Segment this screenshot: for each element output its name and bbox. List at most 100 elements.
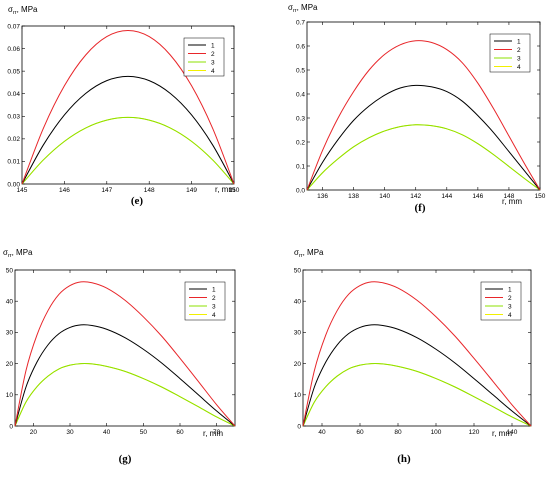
x-axis-label: r, mm — [502, 197, 522, 206]
x-tick-label: 70 — [213, 429, 221, 436]
x-tick-label: 150 — [535, 193, 546, 200]
legend-box — [489, 33, 531, 73]
y-tick-label: 0.6 — [296, 43, 305, 50]
panel-label: (h) — [397, 453, 411, 465]
plot-frame — [21, 25, 235, 185]
panel-label: (f) — [415, 202, 426, 214]
panel-label: (g) — [119, 453, 132, 465]
series-line-4 — [302, 362, 532, 427]
legend-box — [480, 281, 522, 321]
x-tick-label: 100 — [431, 429, 442, 436]
legend-label: 2 — [508, 295, 512, 302]
legend-box — [184, 281, 226, 321]
y-tick-label: 20 — [294, 361, 302, 368]
panel-label: (e) — [131, 195, 144, 207]
chart-panel-4: 40 60 80 100 120 140 0 10 20 30 40 50 1 23 4 σrr, MPa r,… — [294, 248, 532, 465]
y-tick-label: 40 — [6, 299, 14, 306]
y-tick-label: 30 — [6, 330, 14, 337]
x-tick-label: 60 — [176, 429, 184, 436]
x-tick-label: 148 — [504, 193, 515, 200]
y-tick-label: 0.00 — [7, 181, 20, 188]
legend-label: 4 — [517, 64, 521, 71]
x-tick-label: 149 — [186, 187, 197, 194]
x-axis-label: r, mm — [215, 185, 235, 194]
x-tick-label: 140 — [379, 193, 390, 200]
series-line-2 — [21, 30, 235, 185]
legend-label: 1 — [212, 286, 216, 293]
y-axis-label: σrr, MPa — [288, 3, 318, 14]
x-tick-label: 148 — [144, 187, 155, 194]
y-tick-label: 50 — [6, 267, 14, 274]
x-tick-label: 40 — [103, 429, 111, 436]
x-axis-label: r, mm — [492, 429, 512, 438]
legend-label: 3 — [211, 59, 215, 66]
series-line-4 — [14, 362, 236, 427]
x-tick-label: 147 — [101, 187, 112, 194]
y-tick-label: 0.04 — [7, 91, 20, 98]
series-line-1 — [14, 324, 236, 427]
y-tick-label: 0.0 — [296, 187, 305, 194]
legend-label: 1 — [508, 286, 512, 293]
x-tick-label: 20 — [30, 429, 38, 436]
x-tick-label: 60 — [356, 429, 364, 436]
chart-panel-3: 20 30 40 50 60 70 0 10 20 30 40 50 1 23 4 σrr, MPa r, mm… — [3, 248, 236, 465]
y-tick-label: 0.5 — [296, 67, 305, 74]
y-tick-label: 50 — [294, 267, 302, 274]
y-tick-label: 0.1 — [296, 163, 305, 170]
series-line-2 — [302, 281, 532, 427]
y-tick-label: 0.2 — [296, 139, 305, 146]
y-tick-label: 0.3 — [296, 115, 305, 122]
chart-panel-2: 136 138 140 142 144 146 148 1500.00.10.20.30.40… — [288, 3, 546, 214]
series-line-1 — [306, 84, 541, 191]
x-tick-label: 138 — [348, 193, 359, 200]
series-line-2 — [306, 40, 541, 191]
series-line-3 — [14, 362, 236, 427]
x-axis-label: r, mm — [203, 429, 223, 438]
y-tick-label: 0.4 — [296, 91, 305, 98]
y-tick-label: 0.01 — [7, 159, 20, 166]
y-tick-label: 0 — [9, 423, 13, 430]
x-tick-label: 150 — [229, 187, 240, 194]
y-tick-label: 0.07 — [7, 23, 20, 30]
plot-frame — [306, 21, 541, 191]
series-line-3 — [306, 124, 541, 191]
x-tick-label: 80 — [394, 429, 402, 436]
series-line-1 — [21, 75, 235, 185]
legend-label: 3 — [508, 303, 512, 310]
y-axis-label: σrr, MPa — [8, 5, 38, 16]
legend-label: 2 — [211, 51, 215, 58]
x-tick-label: 146 — [59, 187, 70, 194]
legend-label: 4 — [508, 312, 512, 319]
legend-label: 2 — [517, 47, 521, 54]
y-tick-label: 0.03 — [7, 114, 20, 121]
x-tick-label: 145 — [17, 187, 28, 194]
series-line-1 — [302, 324, 532, 427]
y-axis-label: σrr, MPa — [3, 248, 33, 259]
legend-label: 1 — [211, 42, 215, 49]
chart-panel-1: 145 146 147 148 149 150 0.00 0.01 0.02 0.03 0.04 0.… — [7, 5, 239, 207]
x-tick-label: 136 — [317, 193, 328, 200]
legend-label: 3 — [212, 303, 216, 310]
legend-label: 2 — [212, 295, 216, 302]
y-tick-label: 10 — [6, 392, 14, 399]
series-line-3 — [302, 362, 532, 427]
y-axis-label: σrr, MPa — [294, 248, 324, 259]
y-tick-label: 20 — [6, 361, 14, 368]
x-tick-label: 140 — [507, 429, 518, 436]
x-tick-label: 30 — [66, 429, 74, 436]
x-tick-label: 40 — [318, 429, 326, 436]
series-line-2 — [14, 281, 236, 427]
plot-frame — [302, 269, 532, 427]
x-tick-label: 142 — [410, 193, 421, 200]
legend-box — [183, 37, 225, 77]
y-tick-label: 0.7 — [296, 19, 305, 26]
y-tick-label: 0 — [297, 423, 301, 430]
y-tick-label: 40 — [294, 299, 302, 306]
y-tick-label: 10 — [294, 392, 302, 399]
plot-frame — [14, 269, 236, 427]
legend-label: 3 — [517, 55, 521, 62]
x-tick-label: 146 — [472, 193, 483, 200]
x-tick-label: 50 — [140, 429, 148, 436]
y-tick-label: 0.05 — [7, 68, 20, 75]
